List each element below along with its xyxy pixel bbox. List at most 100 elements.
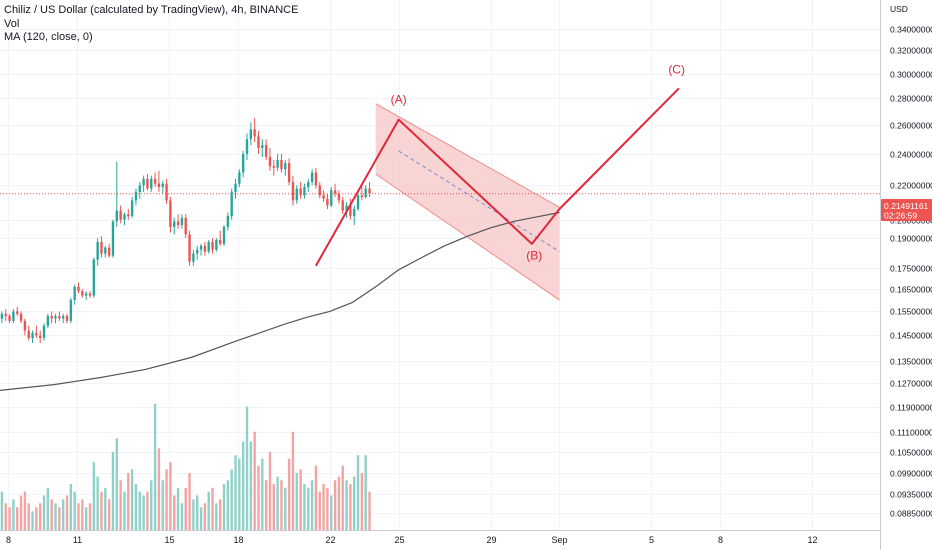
candle-body — [73, 286, 76, 301]
candle-body — [192, 253, 195, 262]
candle-body — [299, 188, 302, 196]
volume-bar — [360, 472, 364, 530]
candle-body — [84, 293, 88, 296]
candle-body — [203, 245, 207, 252]
candle-body — [330, 190, 333, 206]
volume-bar — [161, 480, 164, 530]
volume-bar — [58, 507, 61, 530]
volume-bar — [291, 431, 295, 530]
price-tick-label: 0.24000000 — [890, 150, 932, 160]
candle-body — [226, 216, 230, 227]
price-axis-unit: USD — [890, 4, 908, 14]
volume-bar — [54, 503, 57, 530]
volume-bar — [230, 469, 233, 530]
candle-body — [119, 210, 122, 220]
volume-bar — [261, 458, 264, 530]
time-tick-label: 18 — [233, 535, 243, 545]
volume-bar — [314, 465, 318, 530]
candlesticks — [0, 118, 371, 344]
volume-bar — [157, 448, 161, 530]
candle-body — [54, 316, 57, 319]
volume-bar — [310, 480, 314, 530]
price-tick-label: 0.30000000 — [890, 70, 932, 80]
candle-body — [180, 217, 184, 226]
candle-body — [341, 200, 344, 211]
candle-body — [257, 136, 260, 149]
time-tick-label: 5 — [649, 535, 654, 545]
volume-bar — [31, 511, 34, 530]
candle-body — [272, 166, 275, 168]
volume-bar — [180, 503, 184, 530]
volume-bar — [268, 451, 272, 530]
candle-body — [19, 313, 23, 321]
volume-indicator-label[interactable]: Vol — [4, 17, 20, 30]
price-tick-label: 0.10500000 — [890, 448, 932, 458]
regression-channel[interactable] — [375, 103, 560, 301]
wave-path — [315, 87, 680, 267]
volume-bar — [349, 484, 352, 530]
candle-body — [100, 241, 103, 254]
candle-body — [261, 145, 264, 149]
volume-bar — [61, 499, 65, 530]
last-price-value: 0.21491161 — [884, 201, 929, 211]
volume-bar — [69, 484, 73, 530]
candle-body — [153, 178, 157, 184]
candle-body — [134, 191, 138, 201]
candle-body — [92, 259, 96, 296]
volume-bar — [104, 487, 107, 530]
price-tick-label: 0.26000000 — [890, 121, 932, 131]
candle-body — [77, 286, 80, 292]
volume-bar — [107, 499, 111, 530]
time-tick-label: 8 — [6, 535, 11, 545]
volume-bar — [318, 491, 321, 530]
candle-body — [249, 129, 253, 140]
candle-body — [307, 182, 310, 187]
volume-bar — [203, 503, 207, 530]
volume-bar — [219, 499, 222, 530]
chart-grid — [0, 0, 880, 530]
volume-bar — [196, 495, 199, 530]
symbol-title[interactable]: Chiliz / US Dollar (calculated by Tradin… — [4, 4, 299, 16]
candle-body — [58, 316, 61, 319]
channel-upper-line — [375, 103, 560, 208]
volume-bar — [96, 476, 99, 530]
candle-body — [46, 316, 50, 326]
price-tick-label: 0.19000000 — [890, 234, 932, 244]
volume-bar — [257, 465, 260, 530]
price-tick-label: 0.22000000 — [890, 181, 932, 191]
candle-body — [104, 247, 107, 254]
elliott-wave-drawing[interactable]: (A) (B) (C) — [315, 63, 685, 267]
volume-bar — [272, 484, 275, 530]
candle-body — [199, 245, 203, 250]
price-axis-ticks[interactable]: 0.34000000 0.32000000 0.30000000 0.28000000… — [890, 25, 932, 519]
time-tick-label: Sep — [551, 535, 567, 545]
candle-body — [215, 240, 218, 250]
volume-bar — [345, 480, 348, 530]
candle-body — [234, 183, 237, 192]
candle-body — [314, 172, 318, 186]
volume-bar — [50, 499, 53, 530]
ma-indicator-label[interactable]: MA (120, close, 0) — [4, 31, 93, 43]
candle-body — [61, 316, 65, 319]
price-tick-label: 0.14500000 — [890, 331, 932, 341]
volume-bar — [92, 462, 96, 530]
time-axis-ticks[interactable]: 8 11 15 18 22 25 29 Sep 5 8 12 — [6, 535, 818, 545]
volume-bar — [199, 507, 203, 530]
price-tick-label: 0.08850000 — [890, 509, 932, 519]
price-tick-label: 0.34000000 — [890, 25, 932, 35]
volume-bar — [119, 480, 122, 530]
candle-body — [96, 241, 99, 260]
candle-body — [4, 313, 7, 317]
price-tick-label: 0.11900000 — [890, 403, 932, 413]
volume-bar — [134, 484, 138, 530]
volume-bar — [341, 465, 344, 530]
price-tick-label: 0.17500000 — [890, 264, 932, 274]
volume-bar — [150, 480, 153, 530]
channel-fill — [375, 103, 560, 301]
time-tick-label: 29 — [486, 535, 496, 545]
candle-body — [349, 205, 352, 217]
volume-bar — [245, 406, 249, 530]
candle-body — [310, 172, 314, 183]
candle-body — [295, 188, 298, 201]
